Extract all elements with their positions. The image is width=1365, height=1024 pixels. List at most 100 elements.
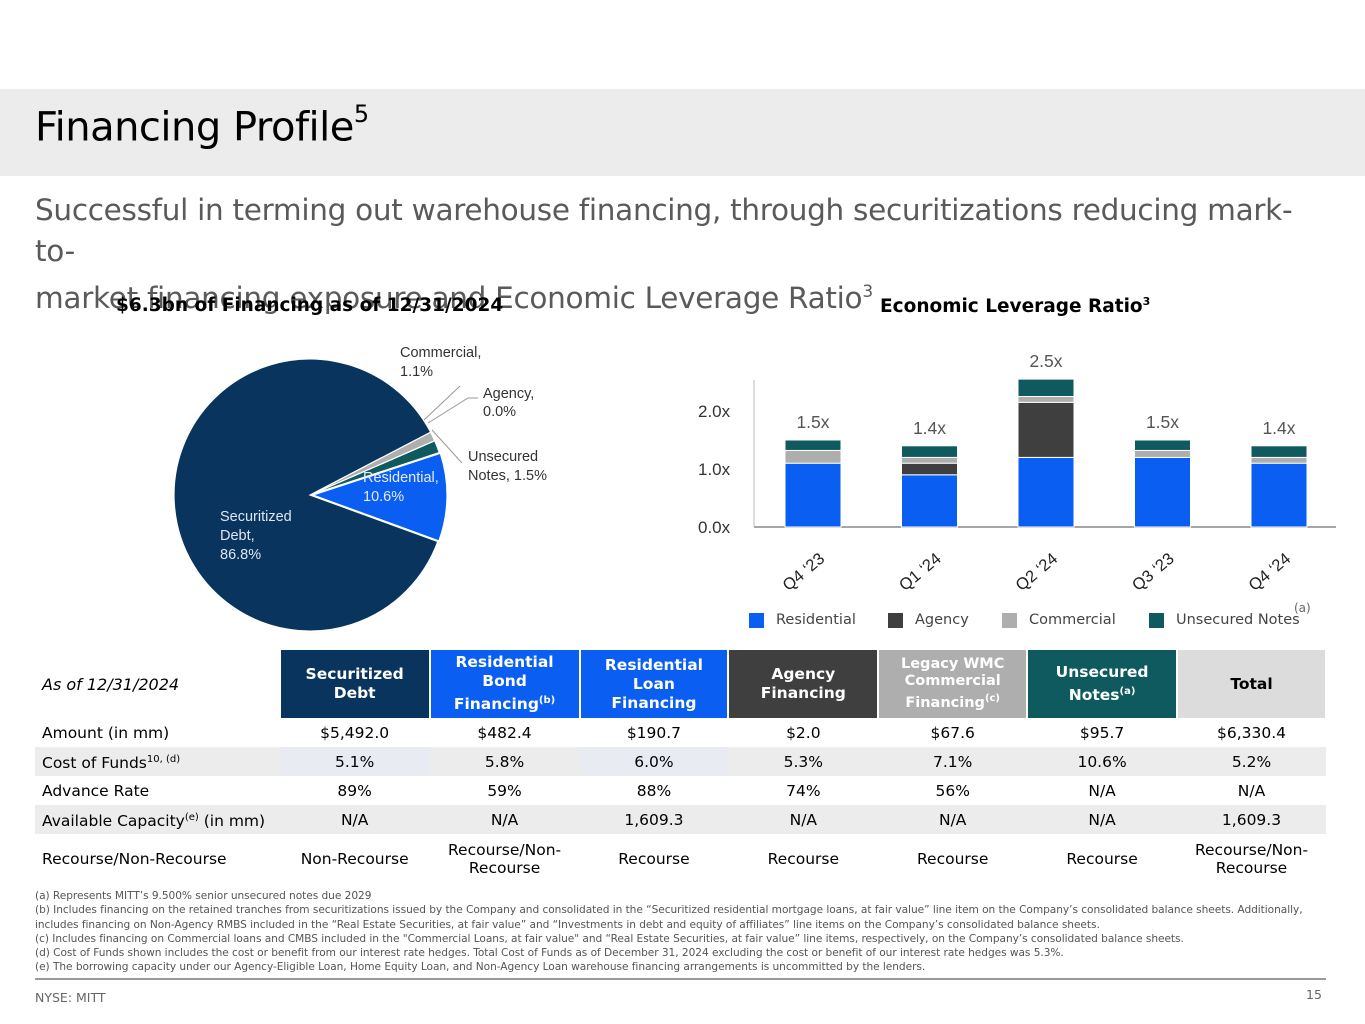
- legend-swatch-commercial: [1002, 612, 1017, 628]
- legend-swatch-unsecured: [1149, 612, 1164, 628]
- bar-segment-residential: [901, 474, 958, 528]
- x-tick-label: Q2 ‘24: [1012, 550, 1061, 595]
- table-cell: N/A: [1088, 781, 1116, 800]
- pie-slice-residential: [311, 452, 448, 542]
- table-cell: Recourse: [916, 850, 989, 868]
- table-row-amount: Amount (in mm) $5,492.0 $482.4 $190.7 $2…: [35, 718, 1326, 747]
- table-cell: 1,609.3: [579, 805, 729, 834]
- legend-unsecured-notes: Unsecured Notes: [1149, 612, 1300, 628]
- pie-slice-securitized-debt: [173, 358, 439, 632]
- footnotes: (a) Represents MITT’s 9.500% senior unse…: [35, 889, 1335, 975]
- row-label: Amount (in mm): [42, 723, 170, 742]
- pie-label-securitized-3: 86.8%: [220, 547, 261, 563]
- page-subtitle: Successful in terming out warehouse fina…: [35, 193, 1293, 315]
- title-band: [0, 89, 1365, 176]
- legend-swatch-agency: [888, 612, 903, 628]
- table-cell: Non-Recourse: [300, 850, 409, 868]
- bar-segment-commercial: [1134, 449, 1191, 458]
- footnote: (a) Represents MITT’s 9.500% senior unse…: [35, 890, 372, 902]
- footnote: (c) Includes financing on Commercial loa…: [35, 932, 1184, 945]
- financing-table: As of 12/31/2024 Securitized Debt Reside…: [35, 650, 1327, 884]
- bar-segment-commercial: [1250, 456, 1308, 464]
- table-cell: $2.0: [786, 723, 821, 742]
- financing-pie-chart: Commercial, 1.1% Agency, 0.0% Unsecured …: [173, 345, 547, 632]
- bar-segment-agency: [901, 462, 958, 476]
- row-label: Recourse/Non-Recourse: [42, 850, 227, 868]
- x-tick-label: Q4 ‘24: [1245, 550, 1294, 595]
- row-label: Cost of Funds10, (d): [35, 747, 280, 776]
- table-cell: 88%: [636, 781, 672, 800]
- col-header-agency: Agency Financing: [728, 650, 880, 718]
- bar-segment-residential: [1017, 456, 1075, 528]
- pie-label-residential-1: Residential,: [363, 470, 439, 486]
- bar-total-label: 1.5x: [796, 412, 829, 432]
- table-cell: Recourse/Non-Recourse: [447, 841, 562, 877]
- row-label: Available Capacity(e) (in mm): [35, 805, 280, 834]
- col-header-securitized-debt: Securitized Debt: [279, 650, 431, 718]
- footer-ticker: NYSE: MITT: [35, 990, 106, 1005]
- col-header-unsecured-notes: Unsecured Notes(a): [1027, 650, 1179, 718]
- legend-agency: Agency: [888, 612, 969, 628]
- legend-label: Unsecured Notes: [1176, 612, 1300, 628]
- pie-label-unsecured-1: Unsecured: [468, 449, 538, 465]
- table-cell: 7.1%: [878, 747, 1028, 776]
- bar-segment-unsecured-notes: [784, 439, 842, 451]
- leader-line-commercial: [423, 385, 461, 421]
- table-cell: 10.6%: [1027, 747, 1178, 776]
- table-cell: $5,492.0: [320, 723, 390, 742]
- table-cell: N/A: [1237, 781, 1266, 800]
- pie-label-residential-2: 10.6%: [363, 489, 404, 505]
- table-cell: 56%: [935, 781, 970, 800]
- footer-divider: [35, 978, 1326, 980]
- bar-segment-residential: [1250, 462, 1308, 528]
- leverage-bar-chart: 0.0x 1.0x 2.0x 1.5x Q4 ‘23 1.4x Q1 ‘24 2.5x Q…: [698, 351, 1336, 595]
- table-cell: N/A: [878, 805, 1028, 834]
- table-cell: $482.4: [477, 723, 532, 742]
- table-row-advance-rate: Advance Rate 89% 59% 88% 74% 56% N/A N/A: [35, 776, 1326, 805]
- table-cell: 89%: [337, 781, 372, 800]
- bar-chart-title: Economic Leverage Ratio3: [880, 295, 1151, 318]
- table-cell: N/A: [429, 805, 580, 834]
- page-number: 15: [1306, 987, 1322, 1002]
- table-cell: 5.3%: [728, 747, 879, 776]
- pie-label-unsecured-2: Notes, 1.5%: [468, 468, 547, 484]
- legend-label: Agency: [915, 612, 969, 628]
- table-row-recourse: Recourse/Non-Recourse Non-Recourse Recou…: [35, 834, 1326, 884]
- page-title: Financing Profile5: [35, 100, 369, 151]
- pie-label-commercial-1: Commercial,: [400, 345, 481, 361]
- bar-segment-commercial: [784, 449, 842, 464]
- bar-segment-commercial: [901, 456, 958, 464]
- col-header-residential-bond: Residential Bond Financing(b): [429, 650, 581, 718]
- table-header-row: As of 12/31/2024 Securitized Debt Reside…: [35, 650, 1327, 718]
- leader-line-agency: [427, 397, 478, 424]
- leader-line-unsecured: [431, 429, 463, 464]
- row-label: Advance Rate: [42, 781, 150, 800]
- table-cell: Recourse/Non-Recourse: [1194, 841, 1309, 877]
- col-header-legacy-wmc: Legacy WMC Commercial Financing(c): [878, 650, 1029, 718]
- bar-segment-unsecured-notes: [1134, 439, 1191, 451]
- table-row-cost-of-funds: Cost of Funds10, (d) 5.1% 5.8% 6.0% 5.3%…: [35, 747, 1326, 776]
- y-tick-label: 2.0x: [698, 402, 731, 421]
- bar-segment-unsecured-notes: [901, 445, 958, 458]
- legend-label: Commercial: [1029, 612, 1116, 628]
- bar-segment-agency: [1017, 401, 1075, 458]
- table-cell: N/A: [279, 805, 430, 834]
- footnote: (d) Cost of Funds shown includes the cos…: [35, 947, 1064, 960]
- table-cell: $67.6: [930, 723, 975, 742]
- legend-swatch-residential: [749, 612, 764, 628]
- table-cell: Recourse: [767, 850, 840, 868]
- table-cell: $95.7: [1079, 723, 1125, 742]
- table-cell: Recourse: [1066, 850, 1138, 868]
- table-cell: 6.0%: [579, 747, 729, 776]
- x-tick-label: Q3 ‘23: [1129, 550, 1178, 595]
- table-cell: $190.7: [626, 723, 682, 742]
- table-cell: N/A: [1027, 805, 1178, 834]
- table-cell: 5.2%: [1177, 747, 1326, 776]
- pie-label-agency-2: 0.0%: [483, 404, 516, 420]
- bar-segment-unsecured-notes: [1250, 445, 1308, 458]
- as-of-label: As of 12/31/2024: [35, 650, 281, 718]
- x-tick-label: Q4 ‘23: [779, 550, 828, 595]
- bar-total-label: 2.5x: [1029, 351, 1062, 371]
- bar-total-label: 1.5x: [1146, 412, 1179, 432]
- table-cell: 1,609.3: [1177, 805, 1326, 834]
